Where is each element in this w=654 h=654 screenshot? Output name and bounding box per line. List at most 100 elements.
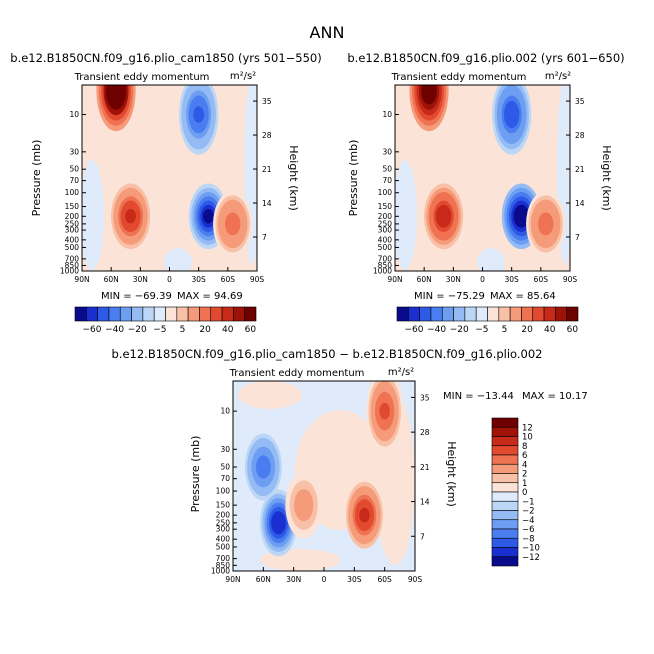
colorbar-swatch: [532, 306, 545, 322]
panel-1-x-tick-label: 90N: [74, 275, 89, 284]
colorbar-label: −40: [105, 325, 124, 335]
figure-title: ANN: [310, 23, 345, 42]
colorbar-label: −60: [82, 325, 101, 335]
colorbar-label: 5: [502, 325, 508, 335]
colorbar-diff-swatch: [491, 445, 519, 456]
panel-3-run-title: b.e12.B1850CN.f09_g16.plio_cam1850 − b.e…: [112, 347, 543, 361]
colorbar-diff-swatch: [491, 537, 519, 548]
panel-3-y-tick-label: 10: [220, 407, 230, 416]
panel-2-height-tick-label: 14: [575, 199, 585, 208]
panel-3-x-tick-label: 90N: [225, 575, 240, 584]
panel-3-height-tick-label: 14: [420, 498, 430, 507]
panel-1-contour-field: [82, 85, 257, 271]
colorbar-diff-label: 1: [522, 479, 527, 489]
panel-3-feature-3-contour-7: [298, 497, 309, 513]
colorbar-swatch: [108, 306, 121, 322]
panel-2-y-tick-label: 1000: [373, 267, 392, 276]
colorbar-swatch: [475, 306, 488, 322]
panel-1-y-tick-label: 500: [65, 243, 80, 252]
panel-3-height-tick-label: 7: [420, 532, 425, 541]
panel-1-feature-2-contour-7: [193, 106, 205, 123]
panel-2-feature-1-contour-7: [423, 85, 435, 100]
colorbar-diff-swatch: [491, 500, 519, 511]
panel-2-feature-2-contour-7: [506, 106, 518, 123]
panel-3-x-tick-label: 60S: [378, 575, 393, 584]
panel-3-y-tick-label: 100: [216, 487, 231, 496]
panel-1-run-title: b.e12.B1850CN.f09_g16.plio_cam1850 (yrs …: [10, 51, 321, 65]
colorbar-swatch: [430, 306, 443, 322]
colorbar-swatch: [142, 306, 155, 322]
colorbar-diff-swatch: [491, 510, 519, 521]
colorbar-diff-swatch: [491, 482, 519, 493]
colorbar-swatch: [86, 306, 98, 322]
panel-3-y-tick-label: 50: [220, 462, 230, 471]
panel-2-y-tick-label: 850: [378, 261, 393, 270]
panel-1-y-tick-label: 300: [65, 226, 80, 235]
panel-3-y-tick-label: 1000: [211, 567, 230, 576]
colorbar-label: −20: [450, 325, 469, 335]
colorbar-label: 20: [521, 325, 533, 335]
colorbar-swatch: [233, 306, 245, 322]
panel-2-height-tick-label: 28: [575, 131, 585, 140]
panel-1-max-label: MAX = 94.69: [177, 291, 243, 302]
panel-2: b.e12.B1850CN.f09_g16.plio.002 (yrs 601−…: [347, 51, 625, 302]
colorbar-swatch: [453, 306, 466, 322]
colorbar-diff-swatch: [491, 556, 519, 567]
colorbar-diff-swatch: [491, 463, 519, 474]
panel-2-y-tick-label: 250: [378, 219, 393, 228]
panel-3-x-tick-label: 0: [322, 575, 327, 584]
panel-1-y-tick-label: 150: [65, 202, 80, 211]
panel-2-units: m²/s²: [545, 71, 571, 82]
panel-2-weak-negative-north: [395, 160, 417, 270]
panel-2-x-tick-label: 90N: [387, 275, 402, 284]
panel-2-height-tick-label: 7: [575, 233, 580, 242]
colorbar-label: −5: [475, 325, 488, 335]
colorbar-swatch: [464, 306, 477, 322]
panel-1-y-tick-label: 250: [65, 219, 80, 228]
panel-2-contour-field: [395, 85, 570, 271]
panel-3-x-tick-label: 30N: [286, 575, 301, 584]
panel-3-y-tick-label: 200: [216, 511, 231, 520]
panel-1-y-tick-label: 30: [69, 147, 79, 156]
panel-3-axes: 90N 60N 30N 0 30S 60S 90S103050701001502002503…: [211, 393, 430, 584]
panel-2-feature-4-contour-7: [516, 209, 527, 224]
panel-1-height-tick-label: 21: [262, 165, 272, 174]
panel-2-x-tick-label: 60N: [417, 275, 432, 284]
panel-1-feature-1-contour-7: [110, 85, 122, 100]
colorbar-label: 60: [245, 325, 257, 335]
colorbar-diff-label: 6: [522, 451, 527, 461]
panel-1-height-tick-label: 28: [262, 131, 272, 140]
panel-3-weak-positive-top: [238, 381, 302, 409]
panel-1-x-tick-label: 60N: [104, 275, 119, 284]
colorbar-diff-swatch: [491, 547, 519, 558]
colorbar-diff-label: −10: [522, 544, 540, 554]
panel-1-x-tick-label: 30N: [133, 275, 148, 284]
colorbar-diff-swatch: [491, 436, 519, 447]
colorbar-label: −5: [153, 325, 166, 335]
panel-3-y-tick-label: 150: [216, 501, 231, 510]
colorbar-label: 20: [199, 325, 211, 335]
panel-1: b.e12.B1850CN.f09_g16.plio_cam1850 (yrs …: [10, 51, 321, 302]
colorbar-diff-label: 8: [522, 442, 527, 452]
colorbar-swatch: [221, 306, 234, 322]
colorbar-label: 40: [544, 325, 556, 335]
colorbar-swatch: [165, 306, 178, 322]
panel-1-y-tick-label: 400: [65, 235, 80, 244]
colorbar-swatch: [487, 306, 500, 322]
colorbar-label: −60: [404, 325, 423, 335]
colorbar-diff-swatch: [491, 519, 519, 530]
colorbar-swatch: [441, 306, 454, 322]
colorbar-label: −40: [427, 325, 446, 335]
panel-3-y-tick-label: 400: [216, 535, 231, 544]
colorbar-swatch: [74, 306, 87, 322]
panel-1-ylabel: Pressure (mb): [30, 140, 43, 217]
panel-1-y-tick-label: 850: [65, 261, 80, 270]
panel-3-y-tick-label: 30: [220, 445, 230, 454]
panel-3-y-tick-label: 70: [220, 474, 230, 483]
panel-2-y-tick-label: 70: [382, 176, 392, 185]
panel-1-feature-4-contour-7: [203, 209, 214, 224]
panel-3-variable: Transient eddy momentum: [229, 368, 365, 379]
panel-2-height-tick-label: 35: [575, 97, 585, 106]
colorbar-diff-label: 4: [522, 460, 527, 470]
